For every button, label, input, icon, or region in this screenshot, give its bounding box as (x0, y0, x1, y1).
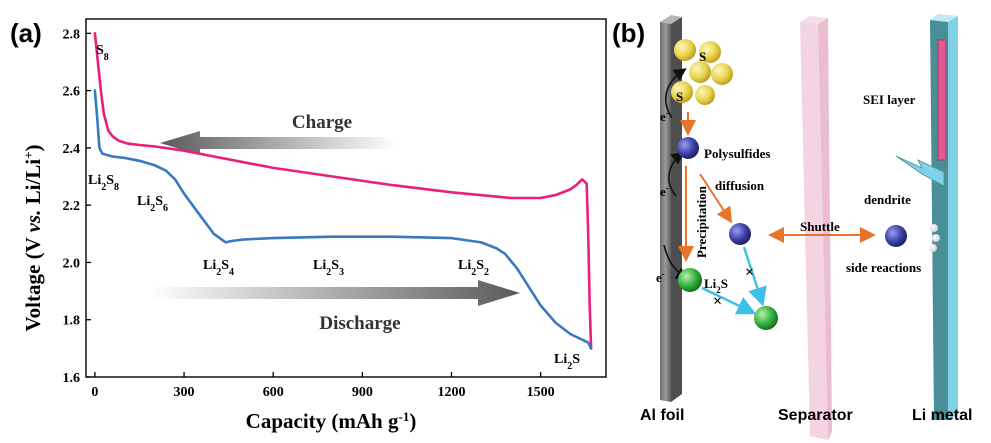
discharge-label: Discharge (319, 313, 400, 334)
discharge-arrow (150, 280, 520, 306)
sulfur-atom (689, 61, 711, 83)
block-cross: × (745, 264, 754, 281)
block-cross: × (713, 293, 722, 310)
y-axis-label: Voltage (V vs. Li/Li+) (21, 144, 46, 331)
blocked-path-arrow (701, 286, 757, 315)
electron-arrow (668, 152, 685, 197)
label-li2s6: Li2S6 (137, 194, 168, 214)
side-reaction-bubble (932, 234, 940, 242)
electron-label: e- (660, 183, 669, 199)
y-tick-label: 2.0 (63, 256, 81, 271)
x-tick-label: 1200 (437, 385, 465, 400)
al-foil-label: Al foil (640, 407, 684, 424)
y-tick-label: 2.2 (63, 199, 81, 214)
panel-b-label: (b) (612, 18, 645, 48)
x-tick-label: 300 (174, 385, 195, 400)
x-tick-label: 1500 (527, 385, 555, 400)
sulfur-cluster: S S (671, 39, 733, 105)
y-tick-label: 1.6 (63, 371, 81, 386)
electron-label: e- (656, 269, 665, 285)
al-foil (660, 15, 682, 402)
panel-a-label: (a) (10, 18, 42, 48)
shuttle-label: Shuttle (800, 219, 840, 234)
x-tick-label: 900 (352, 385, 373, 400)
diffused-polysulfide-sphere (729, 223, 751, 245)
x-tick-label: 0 (91, 385, 98, 400)
label-s8: S8 (96, 43, 109, 63)
li-metal-electrode (895, 14, 958, 420)
sulfur-atom (674, 39, 696, 61)
x-tick-label: 600 (263, 385, 284, 400)
polysulfide-sphere (677, 137, 699, 159)
electron-arrow (664, 68, 687, 119)
x-axis-label: Capacity (mAh g-1) (246, 409, 417, 434)
li2s-sphere (678, 268, 702, 292)
precipitation-label: Precipitation (694, 185, 709, 258)
diffusion-arrow (699, 173, 733, 224)
diffusion-label: diffusion (715, 178, 765, 193)
mechanism-diagram: (b) (612, 14, 972, 440)
li2s-sphere (754, 306, 778, 330)
polysulfides-label: Polysulfides (704, 146, 770, 161)
dendrite-shape (895, 155, 945, 187)
sei-layer (937, 39, 947, 161)
dendrite-label: dendrite (864, 192, 911, 207)
y-tick-label: 1.8 (63, 314, 81, 329)
sei-layer-label: SEI layer (863, 92, 916, 107)
y-tick-label: 2.8 (63, 27, 81, 42)
label-li2s2: Li2S2 (458, 258, 489, 278)
charge-arrow (160, 131, 396, 155)
label-li2s4: Li2S4 (203, 258, 234, 278)
x-ticks: 0 300 600 900 1200 1500 (91, 372, 555, 400)
blocked-path-arrow (742, 246, 767, 307)
discharge-curve (93, 89, 593, 350)
voltage-profile-chart: (a) Voltage (V vs. Li/Li+) Capacity (mAh… (10, 18, 607, 434)
side-reaction-bubble (930, 224, 938, 232)
label-li2s8: Li2S8 (88, 173, 119, 193)
sulfur-label: S (676, 89, 683, 104)
sulfur-label: S (699, 49, 706, 64)
sulfur-atom (711, 63, 733, 85)
y-tick-label: 2.4 (63, 142, 81, 157)
separator-label: Separator (778, 407, 853, 424)
curves (93, 31, 593, 350)
sulfur-atom (699, 41, 721, 63)
y-ticks: 1.6 1.8 2.0 2.2 2.4 2.6 2.8 (63, 27, 91, 386)
y-tick-label: 2.6 (63, 85, 81, 100)
li2s-label: Li2S (704, 276, 728, 295)
label-li2s: Li2S (554, 352, 580, 372)
li-metal-label: Li metal (912, 407, 972, 424)
label-li2s3: Li2S3 (313, 258, 344, 278)
side-reactions-label: side reactions (846, 260, 921, 275)
plot-frame (85, 18, 607, 378)
sulfur-atom (671, 81, 693, 103)
shuttled-polysulfide-sphere (885, 225, 907, 247)
electron-label: e- (660, 108, 669, 124)
sulfur-atom (695, 85, 715, 105)
charge-label: Charge (292, 112, 352, 133)
charge-curve (93, 31, 593, 350)
side-reaction-bubble (929, 244, 937, 252)
